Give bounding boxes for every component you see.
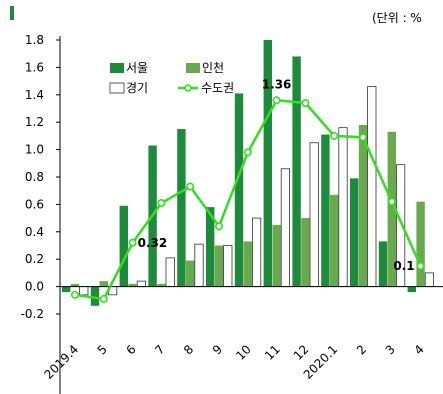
- y-tick-label: 0.4: [25, 225, 44, 239]
- x-tick-label: 6: [123, 342, 138, 357]
- x-tick-label: 3: [383, 342, 398, 357]
- bar-경기: [165, 257, 175, 287]
- legend-marker: [184, 84, 192, 92]
- y-tick-label: 0.6: [25, 197, 44, 211]
- bar-경기: [280, 168, 291, 287]
- legend-swatch: [109, 82, 125, 94]
- unit-label: (단위 : %: [372, 11, 422, 25]
- x-tick-label: 11: [262, 342, 283, 363]
- line-point: [99, 294, 108, 303]
- y-tick-label: 1.0: [25, 143, 44, 157]
- bar-경기: [223, 245, 233, 287]
- legend-label: 경기: [126, 81, 148, 95]
- x-tick-label: 2: [354, 342, 369, 357]
- bar-서울: [206, 207, 215, 287]
- x-tick-label: 2019.4: [42, 342, 82, 382]
- line-point: [186, 182, 195, 191]
- legend-label: 서울: [126, 61, 148, 75]
- bar-인천: [243, 241, 252, 287]
- bar-경기: [136, 280, 146, 287]
- bar-경기: [194, 243, 204, 288]
- y-tick-label: 0.2: [25, 252, 44, 266]
- x-tick-label: 10: [233, 342, 254, 363]
- y-tick-label: 0.0: [25, 280, 44, 294]
- line-point: [272, 96, 281, 105]
- line-point: [71, 290, 80, 299]
- bar-경기: [251, 217, 262, 288]
- y-tick-label: 1.8: [25, 33, 44, 47]
- y-tick-label: 0.8: [25, 170, 44, 184]
- data-label: 1.36: [262, 77, 292, 91]
- line-point: [330, 131, 339, 140]
- bar-서울: [177, 129, 186, 287]
- legend-label: 수도권: [201, 81, 234, 95]
- bar-인천: [416, 201, 425, 287]
- data-labels-group: 1.36 0.32 0.1: [138, 77, 415, 273]
- top-left-accent-bar: [10, 6, 14, 20]
- data-label: 0.1: [393, 259, 414, 273]
- bar-경기: [367, 86, 377, 288]
- legend-label: 인천: [202, 60, 224, 75]
- y-tick-label: -0.2: [21, 307, 44, 321]
- x-tick-label: 7: [152, 342, 167, 357]
- bar-서울: [119, 205, 128, 287]
- line-point: [387, 197, 396, 206]
- legend-swatch: [186, 63, 200, 73]
- line-point: [157, 199, 166, 208]
- bars-group: [62, 40, 435, 306]
- bar-인천: [387, 131, 396, 287]
- x-tick-label: 9: [210, 342, 225, 357]
- bar-인천: [186, 260, 195, 287]
- bar-서울: [292, 56, 301, 287]
- line-point: [301, 99, 310, 108]
- bar-인천: [301, 218, 310, 287]
- bar-경기: [79, 286, 89, 296]
- data-label: 0.32: [138, 236, 168, 250]
- y-tick-label: 1.2: [25, 115, 44, 129]
- bar-서울: [62, 286, 71, 293]
- bar-인천: [358, 124, 368, 287]
- y-tick-label: 1.6: [25, 60, 44, 74]
- y-axis-ticks: -0.2 0.0 0.2 0.4 0.6 0.8 1.0 1.2 1.4 1.6 1.8: [21, 33, 60, 321]
- bar-인천: [214, 245, 224, 287]
- bar-경기: [424, 272, 435, 287]
- bar-인천: [330, 194, 339, 287]
- bar-서울: [90, 286, 100, 306]
- x-tick-label: 4: [411, 342, 426, 357]
- bar-서울: [234, 93, 244, 287]
- line-point: [358, 133, 367, 142]
- line-point: [215, 222, 224, 231]
- y-tick-label: 1.4: [25, 88, 44, 102]
- bar-서울: [407, 286, 416, 293]
- line-point: [243, 148, 252, 157]
- line-series-group: [71, 96, 425, 303]
- bar-서울: [321, 134, 330, 287]
- line-point: [128, 238, 137, 247]
- bar-서울: [350, 178, 359, 287]
- x-tick-label: 12: [291, 342, 312, 363]
- legend-swatch: [110, 63, 124, 73]
- bar-서울: [263, 40, 272, 287]
- bar-인천: [128, 283, 137, 287]
- bar-서울: [378, 241, 388, 287]
- x-tick-label: 5: [95, 342, 110, 357]
- bar-인천: [70, 283, 80, 287]
- line-point: [416, 262, 425, 271]
- bar-인천: [272, 224, 281, 287]
- bar-인천: [157, 283, 166, 287]
- bar-경기: [309, 142, 319, 288]
- bar-인천: [99, 281, 108, 287]
- x-tick-label: 8: [181, 342, 196, 357]
- bar-경기: [338, 127, 348, 287]
